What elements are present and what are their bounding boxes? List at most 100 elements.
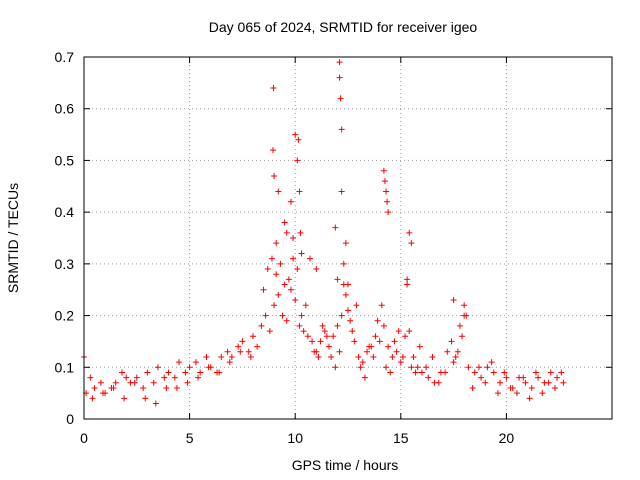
y-ticks: 0 0.1 0.2 0.3 0.4 0.5 0.6 0.7 [55,49,612,427]
data-point [429,353,436,360]
data-point [353,302,360,309]
data-point [131,379,138,386]
data-point [154,364,161,371]
data-point [91,384,98,391]
data-point [507,384,514,391]
data-point [287,198,294,205]
data-point [404,276,411,283]
data-point [296,188,303,195]
data-point [370,353,377,360]
data-point [195,374,202,381]
data-point [342,240,349,247]
data-point [385,209,392,216]
data-point [560,379,567,386]
y-tick-label: 0 [66,411,74,427]
data-point [283,229,290,236]
data-point [281,281,288,288]
data-point [551,384,558,391]
data-point [448,338,455,345]
data-point [425,374,432,381]
data-point [513,390,520,397]
data-point [292,131,299,138]
data-point [376,338,383,345]
x-axis-label: GPS time / hours [292,457,399,473]
y-axis-label: SRMTID / TECUs [5,183,21,293]
data-point [296,322,303,329]
data-point [389,353,396,360]
grid-lines [84,57,612,419]
data-point [406,328,413,335]
data-point [340,260,347,267]
data-point [399,353,406,360]
data-point [454,348,461,355]
data-point [328,353,335,360]
data-point [260,286,267,293]
data-point [152,400,159,407]
y-tick-label: 0.7 [55,49,75,65]
data-point [112,379,119,386]
data-point [450,359,457,366]
data-point [554,374,561,381]
y-tick-label: 0.2 [55,308,75,324]
data-point [218,353,225,360]
data-point [337,95,344,102]
data-point [338,312,345,319]
data-point [435,379,442,386]
data-point [395,328,402,335]
data-point [283,317,290,324]
data-point [336,348,343,355]
data-point [349,328,356,335]
data-point [384,198,391,205]
data-point [110,384,117,391]
data-point [463,312,470,319]
data-point [380,167,387,174]
data-point [254,343,261,350]
data-point [482,379,489,386]
data-point [372,333,379,340]
data-point [478,374,485,381]
data-point [197,369,204,376]
data-point [558,369,565,376]
data-point [264,266,271,273]
data-point [330,333,337,340]
data-point [140,384,147,391]
data-point [456,322,463,329]
data-point [142,395,149,402]
chart-title: Day 065 of 2024, SRMTID for receiver ige… [209,19,478,35]
data-point [332,224,339,231]
data-point [366,343,373,350]
data-point [393,348,400,355]
data-point [385,343,392,350]
data-point [182,369,189,376]
data-point [345,307,351,314]
data-point [186,364,193,371]
data-point [359,359,366,366]
data-point [97,379,104,386]
plot-frame [83,56,613,420]
data-point [228,353,235,360]
data-point [414,364,421,371]
data-point [528,384,535,391]
data-point [216,369,223,376]
data-point [235,343,242,350]
data-point [171,374,178,381]
data-point [338,126,345,133]
data-point [144,369,151,376]
data-point [297,229,304,236]
data-point [100,390,107,397]
data-point [317,338,324,345]
data-point [247,353,254,360]
data-point [315,353,322,360]
data-point [345,281,351,288]
data-point [332,364,339,371]
data-point [279,312,286,319]
x-tick-label: 10 [287,430,303,446]
data-point [334,322,341,329]
data-point [355,353,362,360]
y-tick-label: 0.5 [55,152,75,168]
data-point [319,322,326,329]
data-point [418,369,425,376]
data-point [226,359,233,366]
data-point [361,374,368,381]
